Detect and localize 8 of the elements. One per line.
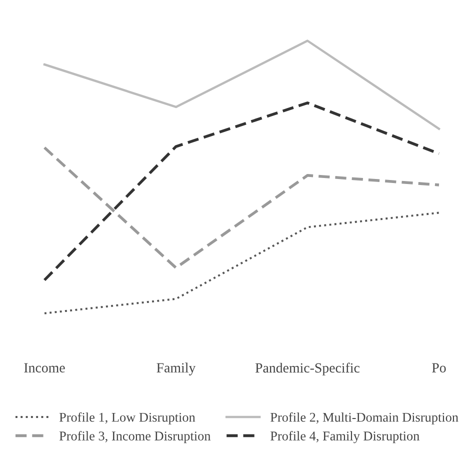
x-tick-label: Family (156, 362, 196, 376)
x-tick-label: Po (432, 363, 446, 372)
legend-label: Profile 2, Multi-Domain Disruption (270, 412, 458, 424)
legend-label: Profile 1, Low Disruption (59, 412, 196, 424)
x-tick-label: Income (24, 363, 65, 372)
x-tick-label: Pandemic-Specific (255, 362, 360, 376)
legend-label: Profile 4, Family Disruption (270, 431, 420, 444)
legend-label: Profile 3, Income Disruption (59, 431, 211, 444)
